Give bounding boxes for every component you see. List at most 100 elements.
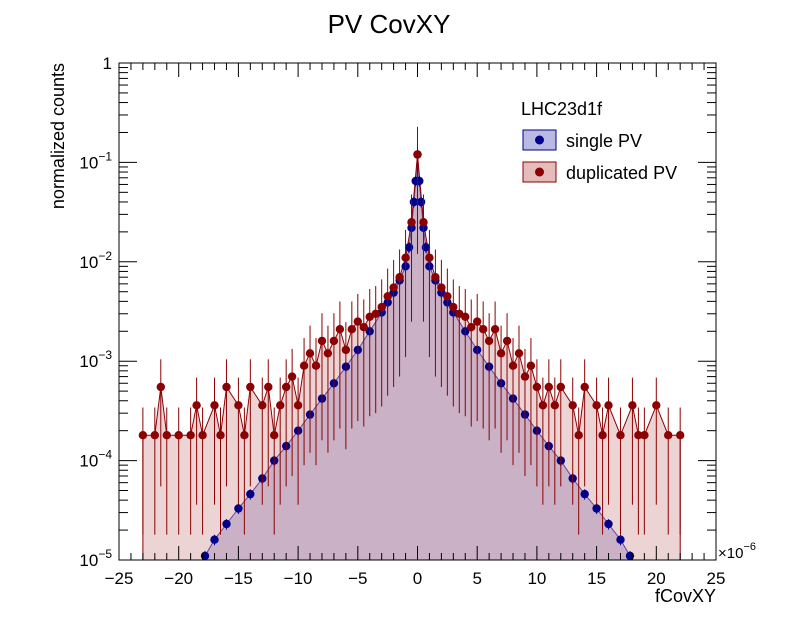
x-tick-label: 0 xyxy=(413,569,422,588)
data-point xyxy=(625,551,635,561)
data-point xyxy=(556,382,565,392)
data-point xyxy=(592,401,601,410)
data-point xyxy=(628,401,637,410)
legend-entry-duplicated: duplicated PV xyxy=(522,161,677,183)
data-point xyxy=(353,317,362,326)
data-point xyxy=(174,431,183,440)
data-point xyxy=(604,401,613,410)
data-point xyxy=(538,401,548,410)
data-point xyxy=(162,431,171,440)
data-point xyxy=(502,336,512,346)
legend-label-single: single PV xyxy=(566,131,642,151)
data-point xyxy=(598,431,607,440)
data-point xyxy=(634,431,643,440)
legend-entry-single: single PV xyxy=(522,129,642,151)
data-point xyxy=(246,382,255,392)
data-point xyxy=(186,431,195,440)
data-point xyxy=(574,431,583,440)
data-point xyxy=(282,382,291,392)
data-point xyxy=(449,302,458,312)
axes-layer: −25 −20 −15 −10 −5 0 5 10 15 20 25 1 10−1 10−2 10−3 10−… xyxy=(79,54,725,588)
data-point xyxy=(484,336,494,346)
data-point xyxy=(443,292,452,301)
data-point xyxy=(580,489,589,499)
data-point xyxy=(150,431,159,440)
legend: LHC23d1f single PV duplicated PV xyxy=(521,99,677,183)
data-point xyxy=(200,551,210,561)
data-point xyxy=(409,197,419,207)
data-point xyxy=(419,218,428,227)
data-point xyxy=(568,401,577,410)
data-point xyxy=(222,519,231,529)
data-point xyxy=(490,325,500,334)
data-point xyxy=(592,504,601,513)
data-point xyxy=(299,361,309,370)
data-point xyxy=(664,431,673,440)
data-point xyxy=(329,336,339,346)
legend-header: LHC23d1f xyxy=(521,99,603,119)
data-point xyxy=(407,218,416,227)
y-tick-label: 10−2 xyxy=(79,249,112,272)
data-point xyxy=(401,253,410,262)
data-point xyxy=(431,273,440,282)
data-point xyxy=(416,197,426,207)
data-point xyxy=(395,273,404,282)
data-point xyxy=(640,431,649,440)
data-point xyxy=(198,431,207,440)
y-tick-label: 10−3 xyxy=(79,348,112,371)
data-point xyxy=(240,431,249,440)
data-point xyxy=(258,401,267,410)
data-point xyxy=(138,431,148,440)
chart-title: PV CovXY xyxy=(328,9,451,39)
data-point xyxy=(234,504,243,513)
data-point xyxy=(421,243,431,252)
data-point xyxy=(347,325,356,334)
data-point xyxy=(550,401,559,410)
x-tick-label: 20 xyxy=(647,569,666,588)
y-tick-label: 10−4 xyxy=(79,448,112,471)
data-point xyxy=(270,431,279,440)
data-point xyxy=(496,349,506,358)
data-point xyxy=(520,372,530,381)
data-point xyxy=(479,325,488,334)
data-point xyxy=(305,349,315,358)
marker-layer xyxy=(138,126,685,561)
data-point xyxy=(156,382,165,392)
legend-label-duplicated: duplicated PV xyxy=(566,163,677,183)
data-point xyxy=(652,401,661,410)
x-tick-label: 15 xyxy=(587,569,606,588)
data-point xyxy=(234,401,243,410)
x-tick-label: −10 xyxy=(284,569,313,588)
data-point xyxy=(676,431,685,440)
x-multiplier-base: ×10 xyxy=(718,545,743,562)
data-point xyxy=(467,323,476,332)
data-point xyxy=(371,309,380,318)
data-point xyxy=(383,292,392,301)
data-point xyxy=(311,361,321,370)
y-tick-label: 10−1 xyxy=(79,149,112,172)
data-point xyxy=(323,349,333,358)
data-point xyxy=(508,361,518,370)
data-point xyxy=(192,401,201,410)
data-point xyxy=(616,535,625,544)
data-point xyxy=(514,349,524,358)
x-multiplier: ×10−6 xyxy=(718,541,756,562)
data-point xyxy=(216,431,225,440)
data-point xyxy=(604,519,613,529)
data-point xyxy=(210,535,219,544)
data-point xyxy=(461,312,470,321)
y-axis-label: normalized counts xyxy=(48,63,68,209)
x-tick-label: −5 xyxy=(348,569,367,588)
data-point xyxy=(580,382,589,392)
series-markers-1 xyxy=(138,126,685,535)
data-point xyxy=(425,253,434,262)
data-point xyxy=(473,317,482,326)
x-tick-label: −20 xyxy=(164,569,193,588)
data-point xyxy=(246,489,255,499)
data-point xyxy=(317,336,327,346)
data-point xyxy=(526,361,536,370)
y-tick-label: 1 xyxy=(103,54,112,73)
data-point xyxy=(222,382,231,392)
x-tick-label: 10 xyxy=(527,569,546,588)
